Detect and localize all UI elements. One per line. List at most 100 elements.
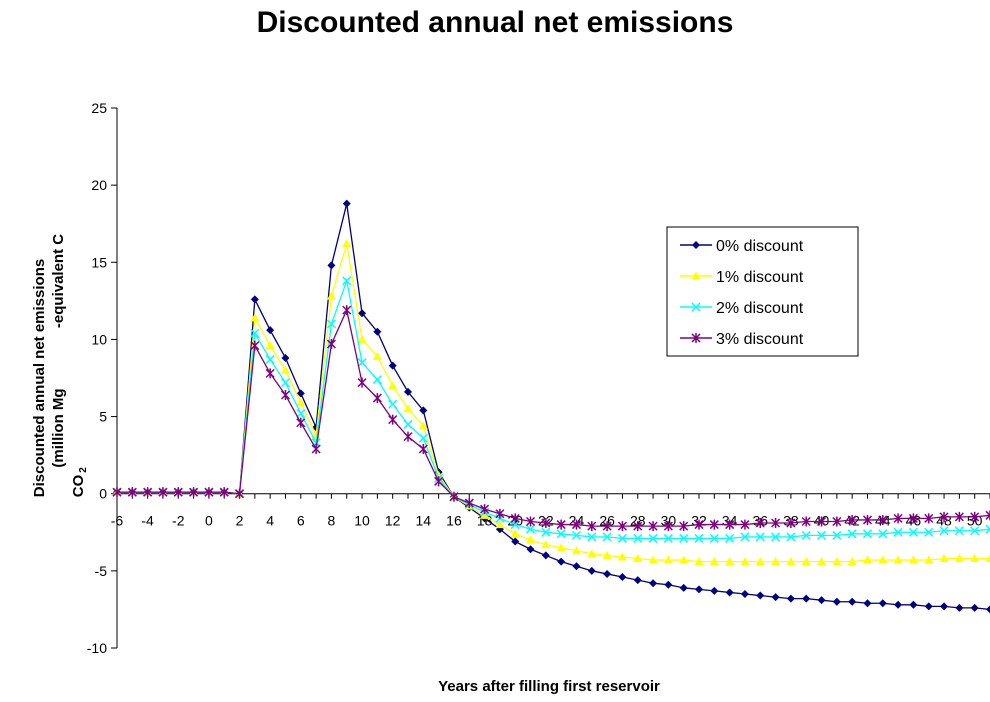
data-point-3pct <box>801 516 811 527</box>
data-point-2pct <box>939 526 949 536</box>
data-point-0pct <box>924 602 933 611</box>
y-tick-label: -10 <box>87 640 107 656</box>
data-point-0pct <box>266 326 275 335</box>
data-point-2pct <box>587 532 597 542</box>
x-tick-label: -2 <box>172 513 185 529</box>
data-point-0pct <box>388 361 397 370</box>
data-point-1pct <box>617 552 627 561</box>
data-point-1pct <box>648 555 658 564</box>
data-point-3pct <box>786 518 796 529</box>
data-point-1pct <box>817 557 827 566</box>
legend: 0% discount 1% discount 2% discount 3% disc… <box>666 226 859 357</box>
data-point-2pct <box>571 530 582 540</box>
y-axis-title-co2: CO <box>70 474 87 497</box>
data-point-1pct <box>326 291 336 300</box>
data-point-0pct <box>572 562 581 571</box>
data-point-2pct <box>771 532 781 542</box>
data-point-0pct <box>848 597 857 606</box>
data-point-3pct <box>449 491 459 502</box>
data-point-1pct <box>571 546 581 555</box>
data-point-3pct <box>280 389 291 400</box>
data-point-1pct <box>296 398 306 407</box>
data-point-3pct <box>694 519 704 530</box>
data-point-0pct <box>633 576 642 585</box>
data-point-1pct <box>357 334 367 343</box>
data-point-1pct <box>265 341 275 350</box>
data-point-3pct <box>372 393 382 404</box>
data-point-3pct <box>602 521 612 532</box>
data-point-3pct <box>617 521 627 532</box>
x-tick-label: 16 <box>446 513 462 529</box>
data-point-2pct <box>954 526 964 536</box>
data-point-3pct <box>954 511 964 522</box>
data-point-0pct <box>679 583 688 592</box>
data-point-2pct <box>296 408 306 419</box>
data-point-3pct <box>250 340 260 351</box>
series-3pct <box>112 305 990 532</box>
data-point-2pct <box>878 529 888 539</box>
data-point-1pct <box>663 555 673 564</box>
legend-label: 2% discount <box>716 300 804 317</box>
data-point-3pct <box>326 339 336 350</box>
data-point-0pct <box>832 597 841 606</box>
data-point-2pct <box>801 530 811 540</box>
data-point-0pct <box>817 596 826 605</box>
data-point-3pct <box>571 519 582 530</box>
data-point-0pct <box>618 573 627 582</box>
data-point-0pct <box>281 353 290 362</box>
data-point-3pct <box>816 516 827 527</box>
data-point-3pct <box>893 513 903 524</box>
data-point-2pct <box>832 530 842 540</box>
data-point-0pct <box>250 295 259 304</box>
data-point-2pct <box>265 354 275 365</box>
data-point-3pct <box>265 368 275 379</box>
data-point-3pct <box>525 516 536 527</box>
data-point-3pct <box>434 476 444 487</box>
data-point-1pct <box>878 555 888 564</box>
data-point-0pct <box>786 594 795 603</box>
data-point-1pct <box>694 557 704 566</box>
data-point-3pct <box>939 511 949 522</box>
data-point-0pct <box>863 599 872 608</box>
data-point-0pct <box>603 569 612 578</box>
data-point-1pct <box>342 239 352 248</box>
y-tick-label: 25 <box>91 100 107 116</box>
x-tick-label: -4 <box>141 513 154 529</box>
data-point-0pct <box>909 600 918 609</box>
data-point-2pct <box>970 526 980 536</box>
legend-item-3pct: 3% discount <box>680 331 804 348</box>
data-point-0pct <box>557 557 566 566</box>
data-point-0pct <box>587 566 596 575</box>
data-point-0pct <box>986 605 990 614</box>
series-line-1pct <box>117 243 990 563</box>
data-point-2pct <box>755 532 765 542</box>
data-point-3pct <box>342 305 352 316</box>
data-point-3pct <box>296 417 306 428</box>
data-point-0pct <box>526 545 535 554</box>
x-tick-label: 26 <box>599 513 615 529</box>
x-tick-label: 28 <box>630 513 646 529</box>
data-point-3pct <box>924 513 934 524</box>
data-point-2pct <box>985 524 990 534</box>
data-point-0pct <box>710 586 719 595</box>
data-point-3pct <box>755 518 765 529</box>
data-point-2pct <box>679 533 689 543</box>
data-point-3pct <box>970 511 980 522</box>
legend-item-1pct: 1% discount <box>680 269 804 286</box>
data-point-1pct <box>939 554 949 563</box>
data-point-3pct <box>403 431 413 442</box>
legend-item-0pct: 0% discount <box>680 238 804 255</box>
data-point-2pct <box>633 533 643 543</box>
y-tick-label: 10 <box>91 331 107 347</box>
data-point-2pct <box>617 533 627 543</box>
data-point-3pct <box>357 377 367 388</box>
data-point-3pct <box>740 519 750 530</box>
data-point-1pct <box>740 557 750 566</box>
data-point-1pct <box>954 554 964 563</box>
legend-marker-star <box>691 333 701 343</box>
data-point-2pct <box>602 532 612 542</box>
data-point-1pct <box>908 555 918 564</box>
data-point-3pct <box>862 514 873 525</box>
data-point-0pct <box>541 551 550 560</box>
y-tick-label: -5 <box>95 563 108 579</box>
